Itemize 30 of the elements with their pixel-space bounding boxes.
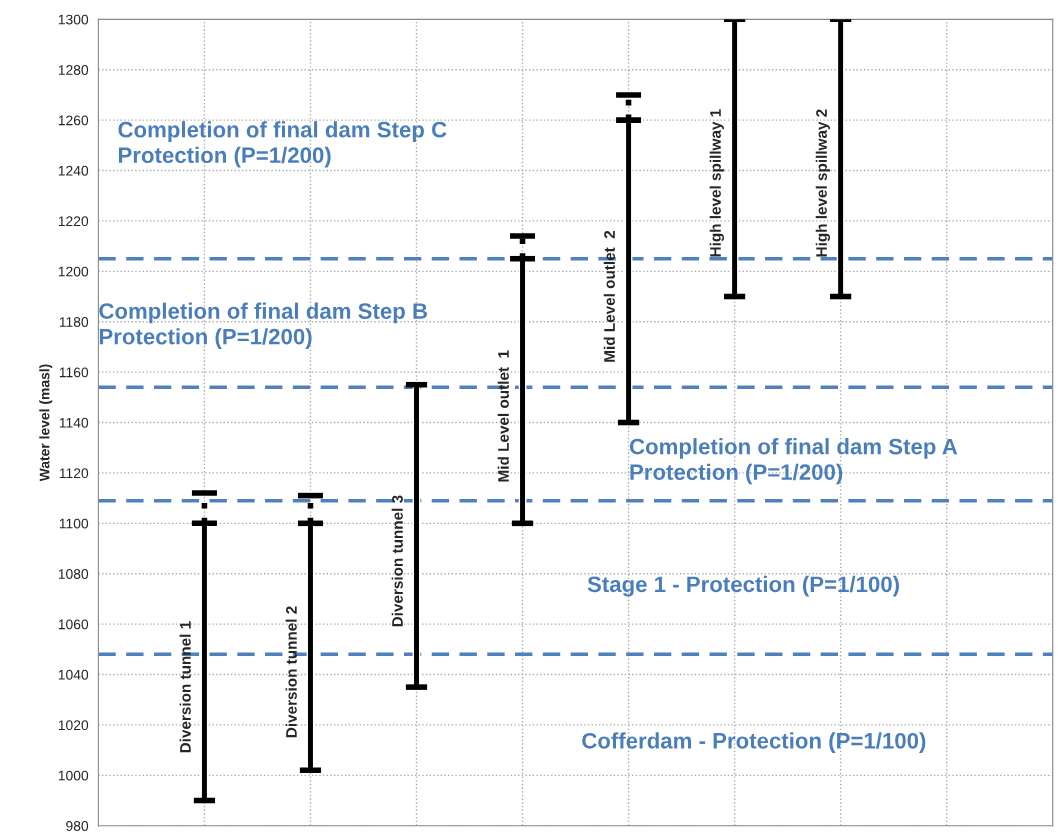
y-tick-label: 1200 bbox=[58, 266, 89, 277]
y-axis-title: Water level (masl) bbox=[39, 364, 53, 482]
annotation: Cofferdam - Protection (P=1/100) bbox=[582, 732, 926, 754]
x-tick-label: High level spillway 2 bbox=[815, 109, 831, 257]
x-tick-label: High level spillway 1 bbox=[709, 109, 724, 257]
y-tick-label: 980 bbox=[66, 821, 89, 831]
y-tick-label: 1300 bbox=[58, 14, 89, 25]
annotation: Completion of final dam Step C Protection (P=1/200) bbox=[118, 121, 447, 168]
y-tick-label: 1000 bbox=[58, 770, 89, 781]
y-tick-label: 1180 bbox=[59, 317, 89, 327]
y-tick-label: 1240 bbox=[58, 165, 89, 176]
x-tick-label: Diversion tunnel 2 bbox=[285, 606, 297, 738]
x-tick-label: Diversion tunnel 3 bbox=[391, 495, 403, 627]
y-tick-label: 1140 bbox=[59, 417, 89, 428]
y-tick-label: 1100 bbox=[59, 518, 89, 529]
y-tick-label: 1040 bbox=[58, 669, 89, 680]
y-tick-label: 1280 bbox=[58, 65, 89, 75]
x-tick-label: Mid Level outlet 1 bbox=[497, 350, 509, 482]
y-tick-label: 1080 bbox=[58, 569, 89, 579]
annotation: Completion of final dam Step A Protection (P=1/200) bbox=[629, 438, 958, 485]
x-tick-label: Diversion tunnel 1 bbox=[179, 621, 191, 753]
y-tick-label: 1020 bbox=[58, 720, 89, 731]
y-tick-label: 1060 bbox=[58, 619, 89, 630]
y-tick-label: 1260 bbox=[58, 115, 89, 126]
y-tick-label: 1220 bbox=[58, 216, 89, 227]
annotation: Completion of final dam Step B Protection (P=1/200) bbox=[99, 302, 428, 349]
y-tick-label: 1160 bbox=[59, 367, 89, 378]
y-tick-label: 1120 bbox=[59, 468, 89, 479]
annotation: Stage 1 - Protection (P=1/100) bbox=[587, 575, 899, 597]
x-tick-label: Mid Level outlet 2 bbox=[603, 230, 615, 362]
